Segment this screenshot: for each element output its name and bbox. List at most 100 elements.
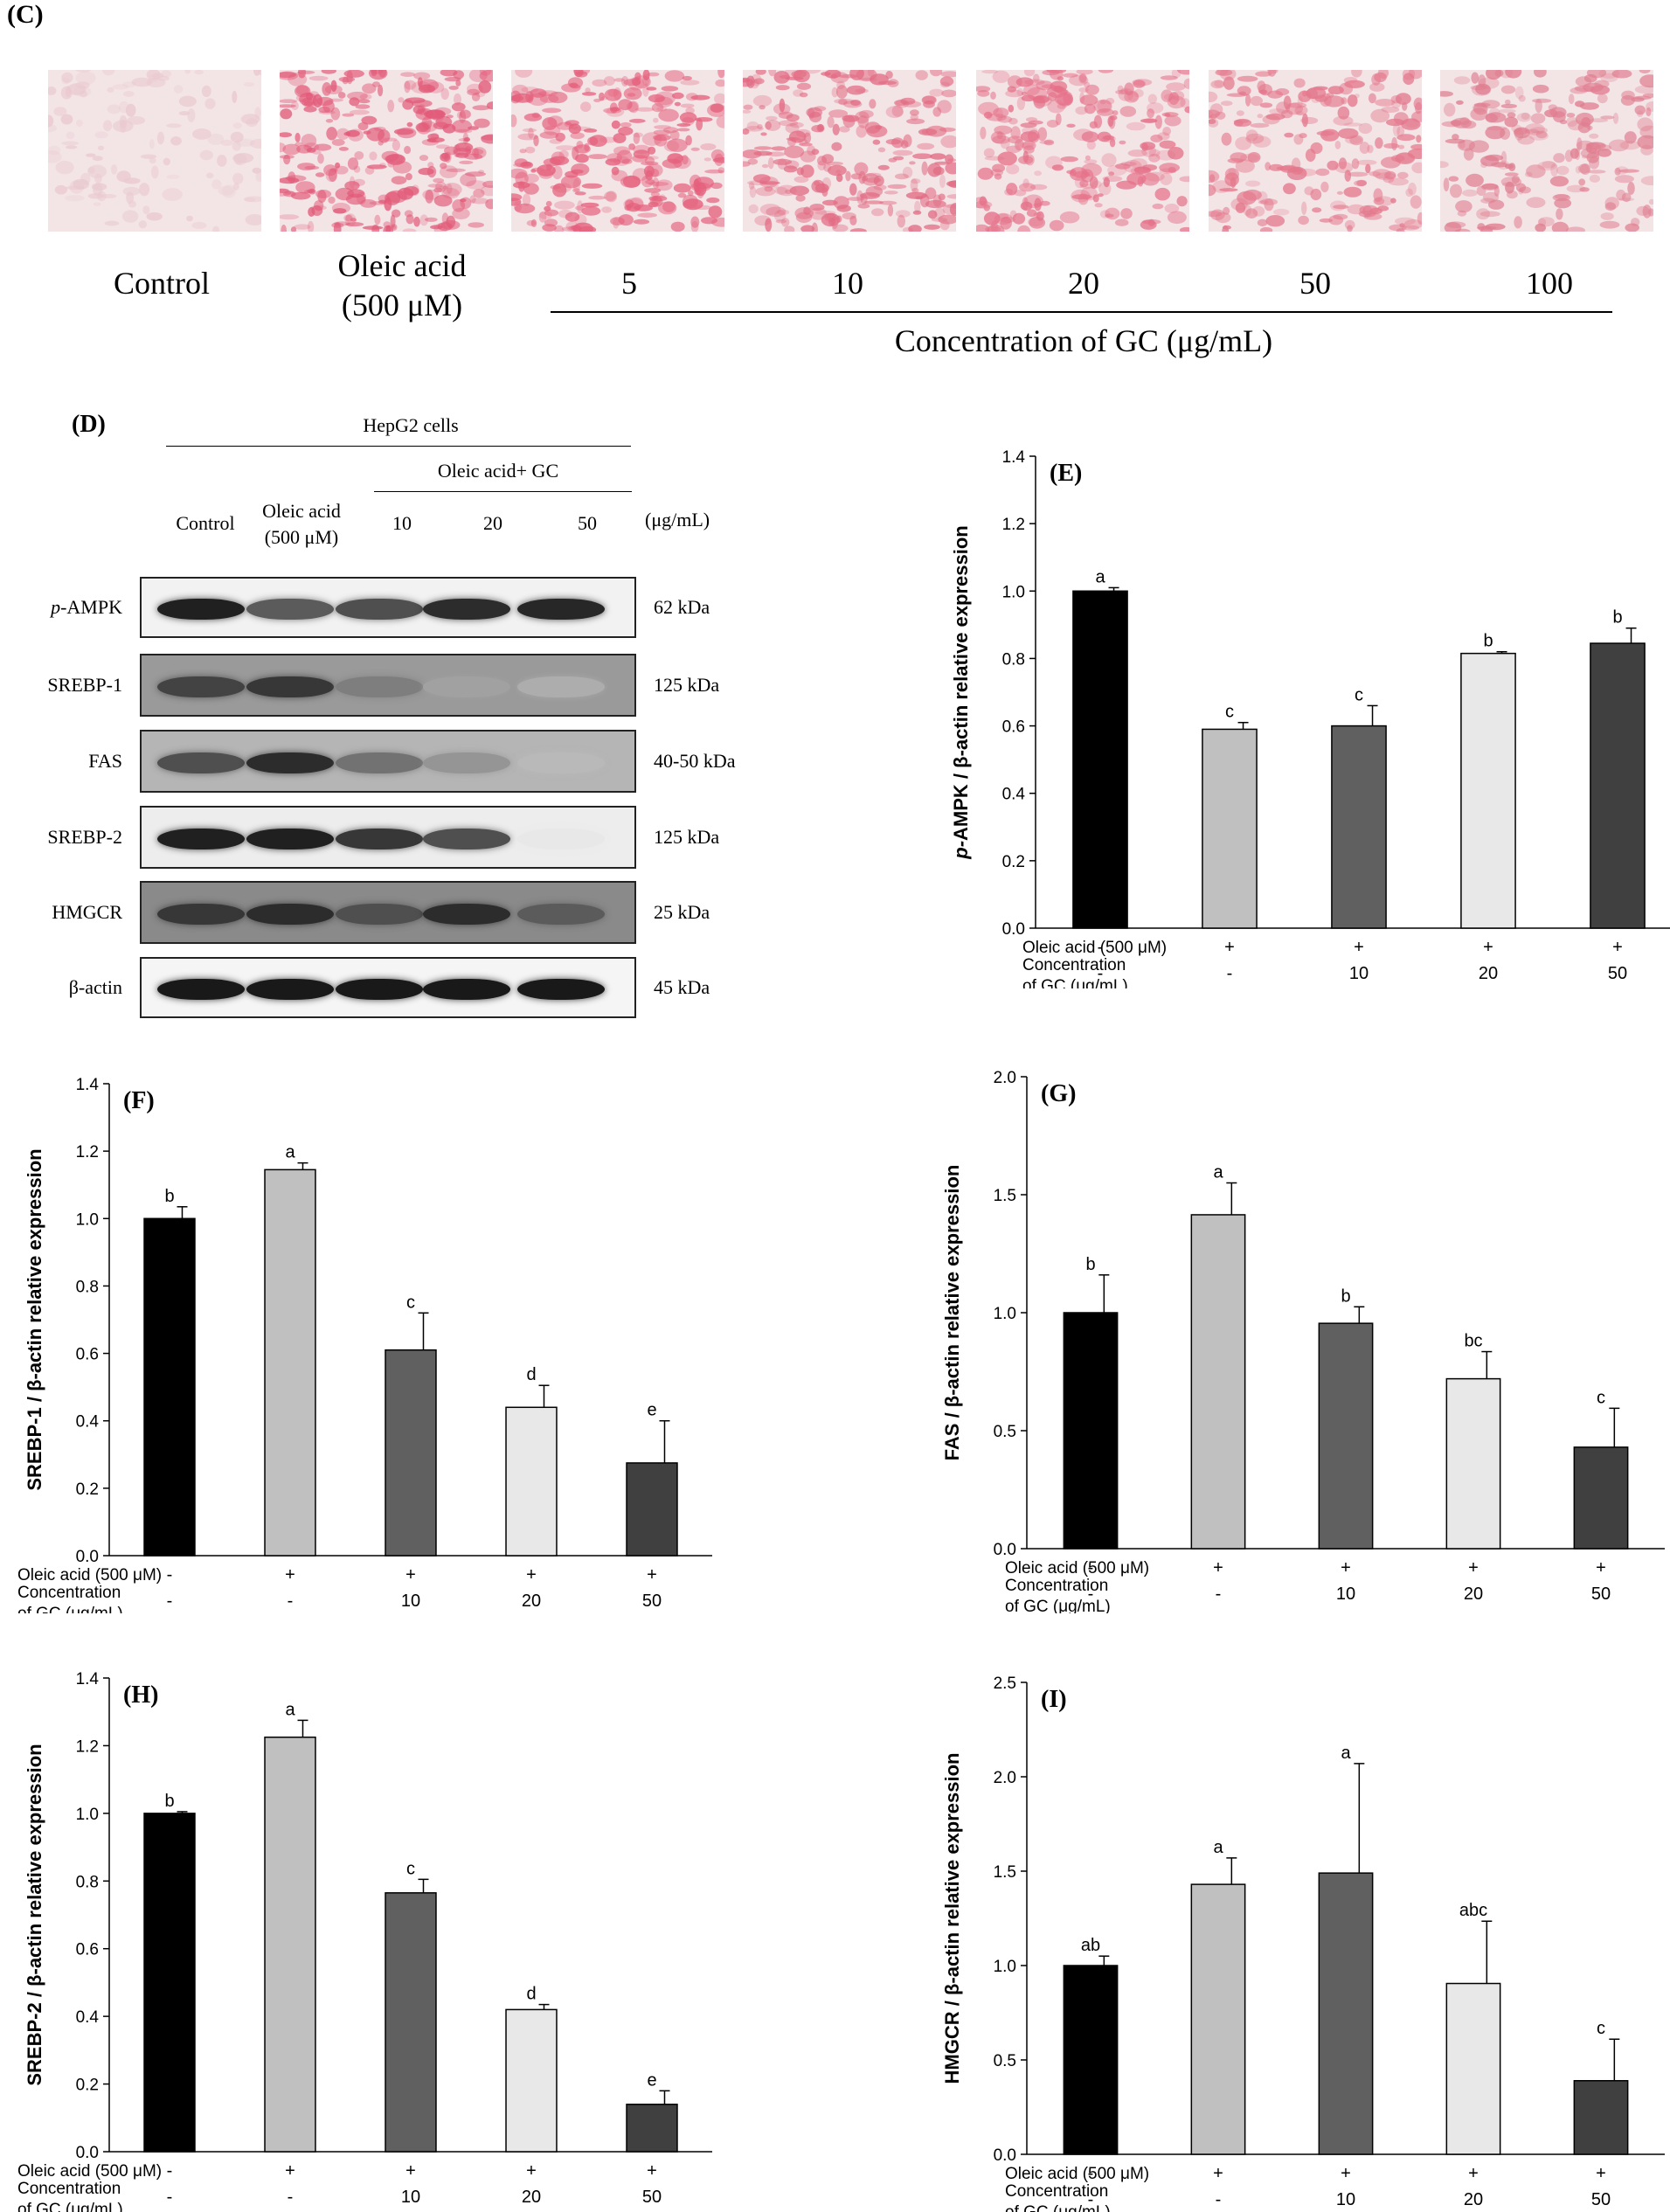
gc-concentration-cell: 20 xyxy=(1464,1584,1483,1604)
treatment-label: Oleic acid+ GC xyxy=(437,460,559,482)
oleic-acid-cell: + xyxy=(1341,1558,1351,1578)
blot-band xyxy=(336,829,423,849)
blot-protein-label: FAS xyxy=(9,750,122,773)
blot-protein-prefix: p- xyxy=(51,596,67,618)
y-axis-label-text: HMGCR / β-actin relative expression xyxy=(941,1753,963,2084)
significance-letter: c xyxy=(1355,685,1363,704)
blot-protein-name: HMGCR xyxy=(52,901,122,923)
y-tick-label: 1.5 xyxy=(994,1187,1016,1205)
bar xyxy=(1445,1377,1501,1550)
significance-letter: bc xyxy=(1464,1332,1482,1351)
bar xyxy=(1573,1446,1629,1550)
microscopy-image-7 xyxy=(1440,70,1653,232)
blot-band xyxy=(246,752,334,773)
significance-letter: c xyxy=(1597,2019,1605,2038)
row-label-oleic-acid: Oleic acid (500 μM) xyxy=(17,1566,162,1584)
panel-label: (F) xyxy=(123,1087,155,1114)
bar xyxy=(1202,728,1258,929)
y-tick-label: 1.2 xyxy=(1002,516,1025,534)
col-oleic-line2: (500 μM) xyxy=(264,525,339,548)
y-tick-label: 2.0 xyxy=(994,1069,1016,1087)
significance-letter: d xyxy=(526,1985,536,2004)
col-50: 50 xyxy=(578,512,597,534)
microscopy-image-3 xyxy=(511,70,724,232)
y-tick-label: 1.0 xyxy=(994,1958,1016,1976)
row-label-gc-unit: of GC (μg/mL) xyxy=(1005,1598,1111,1613)
oleic-acid-cell: - xyxy=(1098,938,1104,957)
gc-concentration-cell: - xyxy=(288,1591,294,1611)
oleic-acid-cell: + xyxy=(1213,1558,1223,1578)
gc-concentration-cell: - xyxy=(1227,964,1233,983)
blot-band xyxy=(246,829,334,849)
gc-concentration-cell: 10 xyxy=(1336,1584,1355,1604)
y-tick-label: 2.0 xyxy=(994,1769,1016,1787)
oleic-acid-cell: + xyxy=(1596,1558,1606,1578)
blot-protein-label: SREBP-1 xyxy=(9,674,122,697)
significance-letter: c xyxy=(1597,1388,1605,1407)
gc-concentration-cell: - xyxy=(167,1591,173,1611)
label-oleic-line2: (500 μM) xyxy=(341,288,463,322)
blot-protein-name: FAS xyxy=(88,750,122,772)
significance-letter: c xyxy=(1225,703,1234,722)
blot-kda-label: 125 kDa xyxy=(654,674,720,696)
oleic-acid-cell: - xyxy=(1088,1558,1094,1578)
panel-label: (I) xyxy=(1041,1686,1067,1713)
y-axis-label: HMGCR / β-actin relative expression xyxy=(941,1753,963,2084)
bar xyxy=(1590,642,1646,929)
oleic-acid-cell: + xyxy=(1341,2164,1351,2183)
oleic-acid-cell: - xyxy=(167,2161,173,2181)
panel-label: (G) xyxy=(1041,1080,1076,1107)
blot-strip-6 xyxy=(140,957,636,1018)
significance-letter: c xyxy=(406,1859,415,1878)
col-20: 20 xyxy=(483,512,502,534)
significance-letter: b xyxy=(1483,632,1493,651)
blot-band xyxy=(246,904,334,925)
blot-band xyxy=(157,676,245,697)
gc-concentration-cell: 10 xyxy=(1336,2190,1355,2209)
gc-concentration-cell: 50 xyxy=(642,2188,662,2207)
y-tick-label: 0.6 xyxy=(76,1346,99,1364)
significance-letter: c xyxy=(406,1293,415,1312)
blot-band xyxy=(157,829,245,849)
y-tick-label: 1.2 xyxy=(76,1737,99,1756)
y-axis-label-text: AMPK / β-actin relative expression xyxy=(950,525,972,841)
y-tick-label: 1.5 xyxy=(994,1863,1016,1882)
blot-protein-name: SREBP-1 xyxy=(47,674,122,696)
oleic-acid-cell: + xyxy=(405,1565,416,1584)
y-tick-label: 2.5 xyxy=(994,1675,1016,1693)
blot-band xyxy=(423,829,510,849)
bar-chart-h: 0.0 0.2 0.4 0.6 0.8 1.0 1.2 1.4 (H) SREBP-2 / β-a… xyxy=(17,1670,712,2212)
row-label-concentration: Concentration xyxy=(1005,1577,1108,1595)
row-label-concentration: Concentration xyxy=(17,1584,121,1602)
row-label-concentration: Concentration xyxy=(1022,956,1126,974)
oleic-acid-cell: + xyxy=(285,2161,295,2181)
blot-kda-label: 25 kDa xyxy=(654,901,710,923)
y-axis-label: SREBP-2 / β-actin relative expression xyxy=(24,1744,45,2085)
y-axis-label: SREBP-1 / β-actin relative expression xyxy=(24,1148,45,1490)
gc-concentration-cell: 50 xyxy=(1591,2190,1611,2209)
blot-band xyxy=(517,979,605,1000)
oleic-acid-cell: + xyxy=(1596,2164,1606,2183)
significance-letter: b xyxy=(1341,1286,1350,1306)
panel-label: (H) xyxy=(123,1682,158,1709)
significance-letter: ab xyxy=(1081,1936,1100,1955)
label-oleic-acid: Oleic acid (500 μM) xyxy=(288,246,516,325)
y-tick-label: 0.2 xyxy=(76,1480,99,1499)
label-control: Control xyxy=(113,266,210,301)
bar xyxy=(1573,2080,1629,2155)
blot-band xyxy=(517,752,605,773)
concentration-bracket-line xyxy=(551,311,1612,313)
bar xyxy=(143,1813,196,2153)
label-conc-100: 100 xyxy=(1526,266,1573,301)
y-axis-label: p-AMPK / β-actin relative expression xyxy=(950,525,972,859)
y-tick-label: 0.0 xyxy=(1002,920,1025,939)
y-tick-label: 0.4 xyxy=(76,1413,100,1432)
y-tick-label: 0.0 xyxy=(76,1548,99,1566)
oleic-acid-cell: + xyxy=(1213,2164,1223,2183)
label-conc-50: 50 xyxy=(1299,266,1331,301)
blot-band xyxy=(336,752,423,773)
label-conc-20: 20 xyxy=(1068,266,1099,301)
blot-strip-5 xyxy=(140,881,636,944)
significance-letter: abc xyxy=(1459,1901,1487,1920)
bar xyxy=(1331,725,1387,929)
